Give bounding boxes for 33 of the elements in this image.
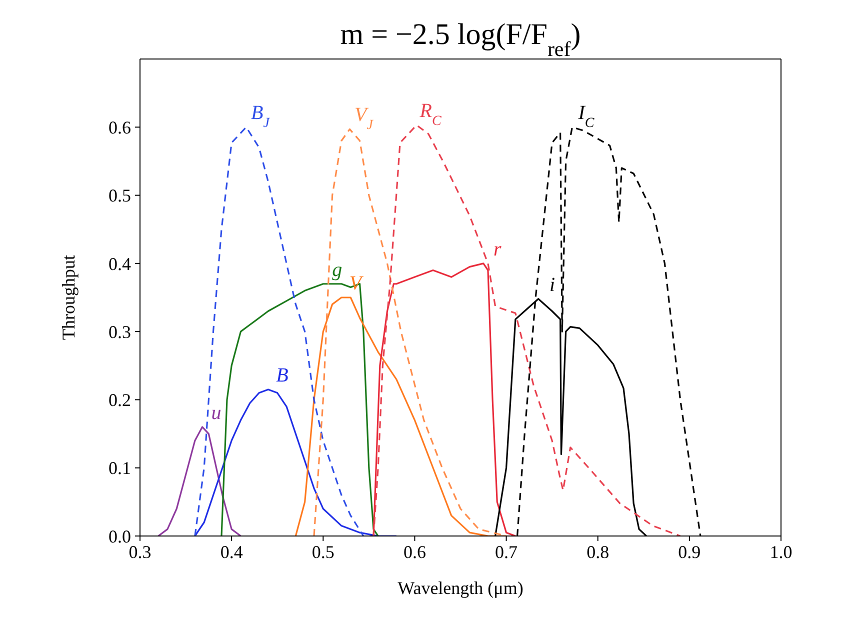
x-tick-label: 0.8: [586, 542, 610, 562]
line-series: [158, 426, 242, 536]
series-label: I$_{C}$: [577, 102, 595, 131]
y-tick-label: 0.1: [108, 458, 131, 478]
x-tick-label: 0.6: [403, 542, 426, 562]
series-label: R$_{C}$: [418, 100, 442, 129]
series-label: i: [550, 274, 556, 296]
series-label: g: [332, 258, 342, 281]
line-series: [372, 262, 516, 536]
series-label: u: [211, 402, 222, 424]
x-tick-label: 1.0: [770, 542, 792, 562]
line-series: [313, 128, 508, 536]
series-label: r: [493, 238, 502, 260]
chart-title: m = −2.5 log(F/F$_{ref}$): [340, 18, 581, 61]
line-series: [194, 126, 364, 536]
x-tick-label: 0.4: [220, 542, 243, 562]
x-tick-label: 0.7: [495, 542, 518, 562]
y-tick-label: 0.0: [108, 526, 131, 546]
x-axis-title: Wavelength (μm): [398, 578, 524, 598]
series-label: B: [276, 364, 288, 386]
x-tick-label: 0.5: [312, 542, 334, 562]
y-axis-title: Throughput: [58, 255, 78, 340]
line-series: [294, 296, 508, 536]
x-tick-label: 0.9: [678, 542, 701, 562]
y-tick-label: 0.5: [108, 186, 131, 206]
y-tick-label: 0.2: [108, 390, 131, 410]
line-series: [194, 388, 398, 536]
y-tick-label: 0.3: [108, 322, 131, 342]
series-label: B$_{J}$: [251, 102, 270, 131]
series-label: V$_{J}$: [354, 104, 374, 133]
x-tick-label: 0.3: [128, 542, 152, 562]
y-tick-label: 0.4: [108, 254, 131, 274]
y-tick-label: 0.6: [108, 118, 131, 138]
